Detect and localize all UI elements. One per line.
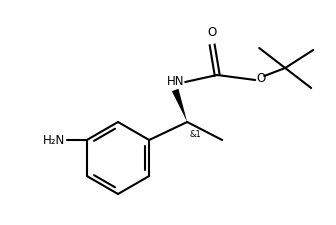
- Text: &1: &1: [189, 130, 201, 139]
- Text: HN: HN: [166, 75, 184, 88]
- Text: H₂N: H₂N: [43, 133, 65, 146]
- Polygon shape: [172, 89, 187, 122]
- Text: O: O: [256, 72, 265, 86]
- Text: O: O: [208, 26, 217, 39]
